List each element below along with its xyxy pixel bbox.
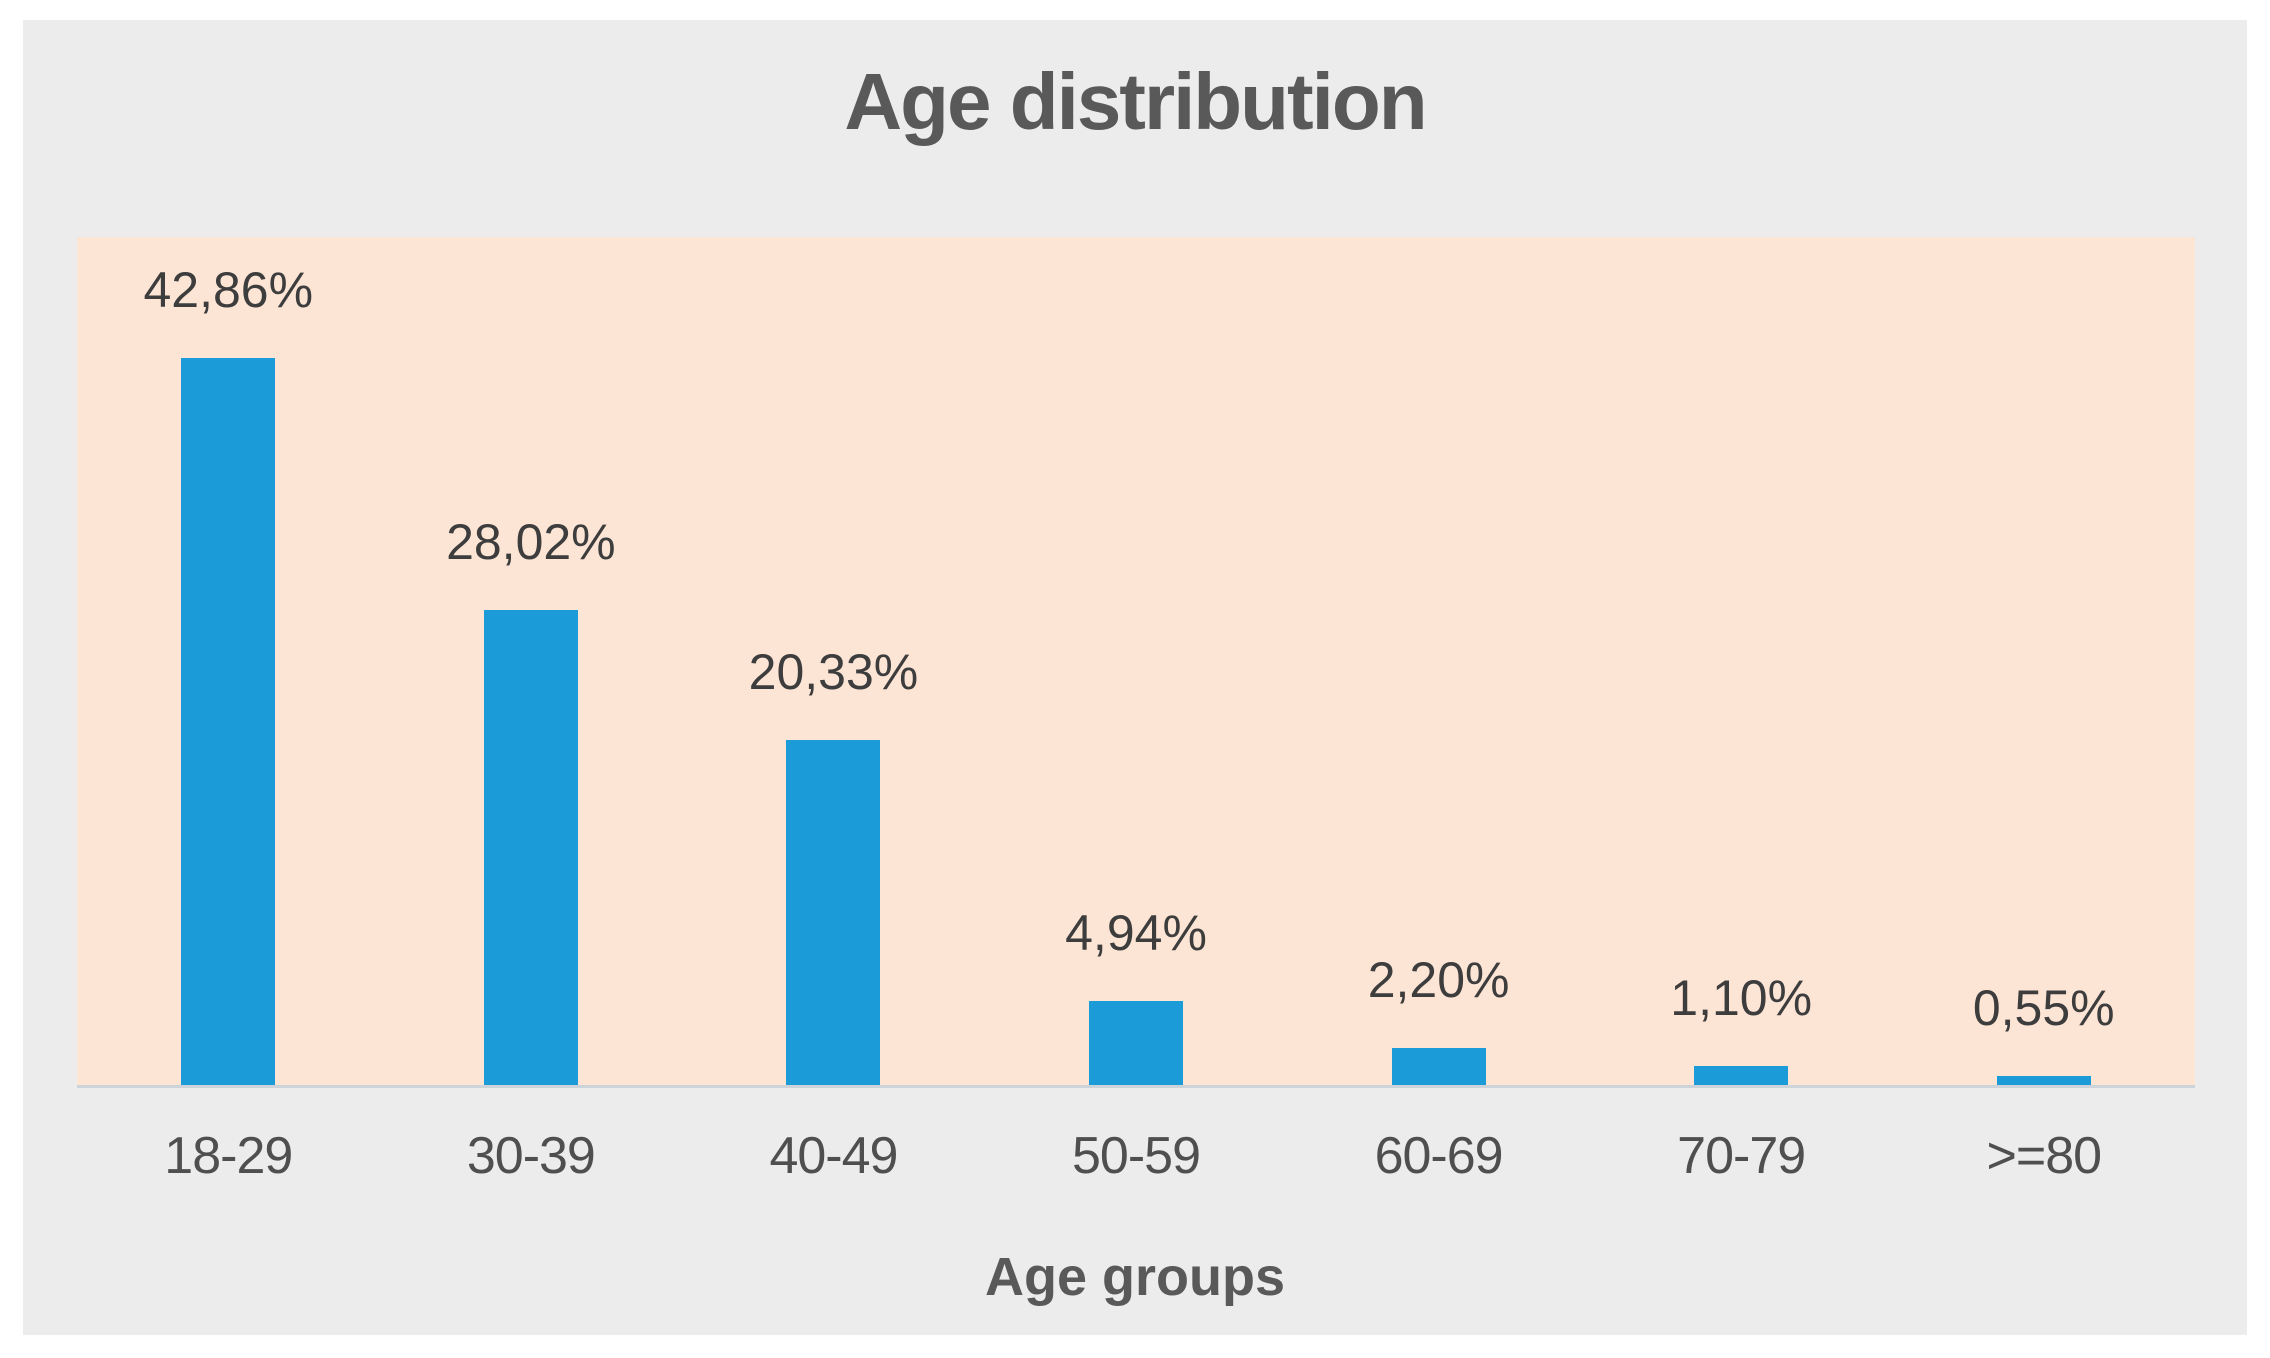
x-axis-title: Age groups bbox=[984, 1247, 1285, 1307]
bar-slot: 0,55% bbox=[1892, 237, 2195, 1085]
x-axis-tick-label: >=80 bbox=[1986, 1127, 2102, 1185]
x-axis-tick-label: 18-29 bbox=[164, 1127, 293, 1185]
bar-slot: 4,94% bbox=[985, 237, 1288, 1085]
chart-title: Age distribution bbox=[844, 57, 1427, 146]
bars-container: 42,86% 28,02% 20,33% 4,94% 2,20% 1,10% 0,55% bbox=[77, 237, 2195, 1085]
x-axis-tick-labels: 18-29 30-39 40-49 50-59 60-69 70-79 >=80 bbox=[77, 1129, 2195, 1184]
bar-slot: 42,86% bbox=[77, 237, 380, 1085]
x-axis-tick-label: 60-69 bbox=[1374, 1127, 1504, 1185]
plot-area: 42,86% 28,02% 20,33% 4,94% 2,20% 1,10% 0,55% bbox=[77, 237, 2195, 1088]
bar-value-label: 2,20% bbox=[1367, 951, 1510, 1008]
age-distribution-chart: Age distribution 42,86% 28,02% 20,33% 4,94%… bbox=[23, 20, 2247, 1335]
bar-value-label: 28,02% bbox=[446, 513, 616, 570]
bar bbox=[786, 740, 881, 1085]
bar bbox=[1391, 1047, 1486, 1085]
bar-value-label: 20,33% bbox=[748, 644, 919, 701]
bar-value-label: 4,94% bbox=[1065, 905, 1207, 962]
bar-slot: 20,33% bbox=[682, 237, 985, 1085]
bar bbox=[1089, 1001, 1184, 1085]
bar bbox=[483, 609, 578, 1085]
bar-value-label: 1,10% bbox=[1670, 970, 1813, 1027]
bar-slot: 1,10% bbox=[1590, 237, 1893, 1085]
bar bbox=[1694, 1066, 1789, 1085]
x-axis-tick-label: 70-79 bbox=[1677, 1127, 1806, 1185]
bar-value-label: 0,55% bbox=[1972, 979, 2115, 1036]
bar bbox=[181, 358, 276, 1085]
bar-slot: 2,20% bbox=[1287, 237, 1590, 1085]
bar-value-label: 42,86% bbox=[143, 262, 314, 319]
x-axis-tick-label: 30-39 bbox=[466, 1127, 596, 1185]
x-axis-tick-label: 40-49 bbox=[769, 1127, 898, 1185]
bar bbox=[1996, 1075, 2091, 1085]
bar-slot: 28,02% bbox=[380, 237, 683, 1085]
x-axis-tick-label: 50-59 bbox=[1072, 1127, 1201, 1185]
